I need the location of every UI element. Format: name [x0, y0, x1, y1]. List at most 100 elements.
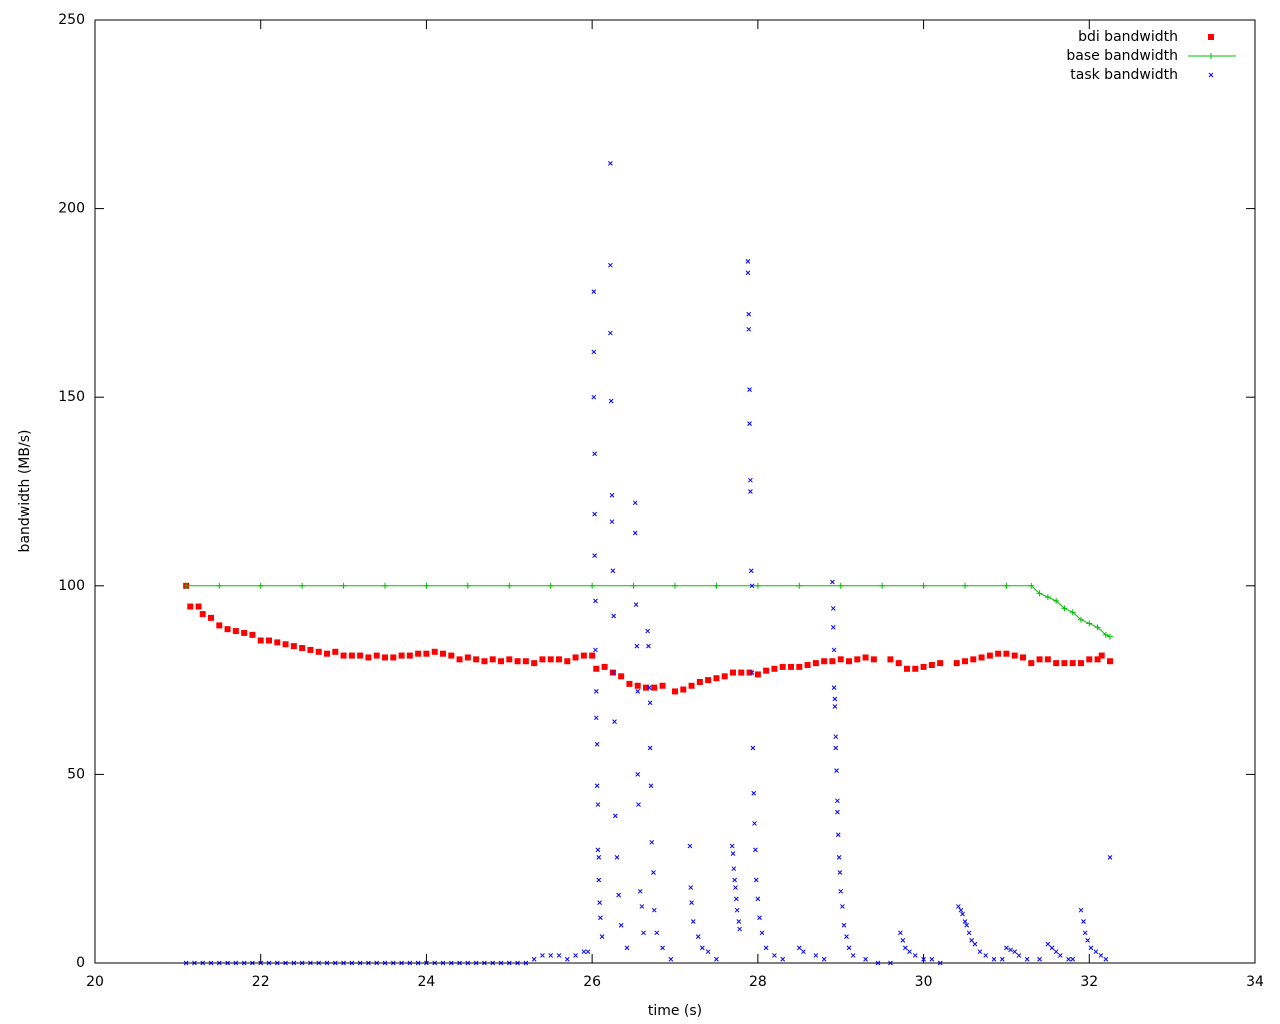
data-point	[887, 656, 894, 663]
data-point	[1061, 605, 1068, 612]
data-point	[746, 326, 752, 332]
data-point	[1082, 930, 1088, 936]
data-point	[348, 652, 355, 659]
data-point	[498, 960, 504, 966]
data-point	[1057, 953, 1063, 958]
data-point	[737, 926, 742, 932]
data-point	[308, 960, 313, 966]
data-point	[920, 663, 927, 670]
data-point	[835, 798, 840, 804]
data-point	[340, 582, 347, 589]
data-point	[832, 696, 838, 702]
data-point	[1044, 594, 1051, 601]
y-tick-label: 150	[58, 389, 85, 405]
data-point	[610, 568, 616, 574]
data-point	[964, 922, 970, 928]
data-point	[1024, 956, 1030, 962]
data-point	[796, 663, 803, 670]
data-point	[332, 960, 338, 966]
data-point	[636, 802, 641, 807]
data-point	[200, 960, 206, 966]
data-point	[632, 500, 638, 506]
data-point	[547, 656, 554, 663]
data-point	[633, 602, 639, 608]
data-point	[978, 654, 985, 661]
data-point	[608, 398, 614, 404]
data-point	[780, 956, 786, 962]
data-point	[912, 665, 919, 672]
data-point	[751, 790, 757, 796]
data-point	[750, 745, 756, 751]
data-point	[969, 938, 974, 943]
data-point	[846, 658, 852, 665]
data-point	[208, 614, 214, 621]
x-tick-label: 24	[418, 974, 436, 990]
data-point	[608, 330, 613, 336]
data-point	[612, 719, 617, 724]
data-point	[833, 734, 839, 740]
data-point	[556, 953, 562, 958]
data-point	[594, 741, 600, 747]
data-point	[1028, 582, 1035, 589]
data-point	[612, 813, 618, 819]
data-point	[448, 960, 454, 966]
data-point	[928, 662, 935, 669]
data-point	[641, 930, 646, 936]
data-point	[1102, 631, 1109, 638]
data-point	[1094, 656, 1101, 663]
data-point	[836, 855, 842, 860]
data-point	[601, 663, 608, 670]
data-point	[1069, 609, 1076, 616]
data-point	[592, 553, 597, 558]
data-point	[729, 843, 735, 849]
data-point	[1094, 624, 1101, 631]
data-point	[713, 675, 720, 682]
x-tick-label: 22	[252, 974, 270, 990]
data-point	[862, 654, 869, 661]
data-point	[564, 956, 570, 962]
data-point	[753, 877, 759, 883]
x-tick-label: 32	[1080, 974, 1098, 990]
data-point	[772, 953, 777, 958]
data-point	[730, 669, 736, 676]
data-point	[870, 656, 877, 663]
data-point	[746, 669, 753, 676]
data-point	[970, 656, 977, 663]
data-point	[983, 953, 989, 958]
data-point	[731, 866, 737, 872]
data-point	[748, 489, 753, 494]
data-point	[183, 960, 189, 966]
data-point	[643, 684, 649, 691]
data-point	[732, 877, 738, 883]
data-point	[1107, 633, 1113, 640]
data-point	[282, 641, 289, 648]
data-point	[1081, 919, 1086, 924]
data-point	[609, 669, 616, 676]
data-point	[594, 783, 600, 789]
data-point	[1016, 953, 1022, 958]
data-point	[649, 839, 655, 845]
data-point	[340, 652, 347, 659]
data-point	[747, 387, 752, 393]
data-point	[680, 686, 687, 693]
data-point	[299, 645, 306, 652]
data-point	[754, 671, 761, 678]
data-point	[540, 953, 545, 958]
data-point	[888, 960, 893, 966]
data-point	[962, 582, 968, 589]
data-point	[833, 745, 839, 751]
data-point	[448, 652, 455, 659]
data-point	[382, 582, 388, 589]
data-point	[593, 598, 598, 604]
data-point	[1070, 956, 1076, 962]
data-point	[531, 660, 538, 667]
data-point	[651, 684, 658, 691]
data-point	[733, 885, 738, 890]
data-point	[456, 656, 463, 663]
data-point	[907, 949, 912, 955]
data-point	[406, 652, 413, 659]
data-point	[837, 656, 844, 663]
data-point	[912, 953, 918, 958]
data-point	[232, 628, 239, 635]
data-point	[398, 652, 405, 659]
